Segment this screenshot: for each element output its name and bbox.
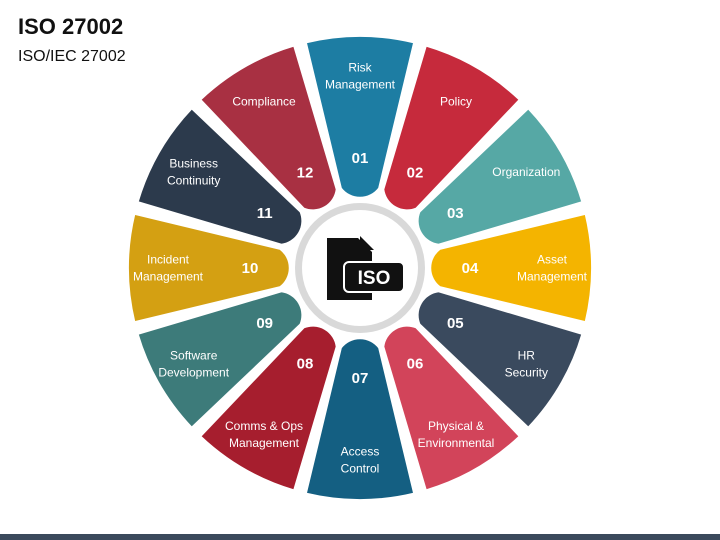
segment-number: 12 <box>297 165 314 182</box>
segment-04: 04 Asset Management <box>429 212 593 324</box>
segment-shape <box>136 290 304 430</box>
segment-02: 02 Policy <box>382 44 522 212</box>
segment-number: 11 <box>257 205 273 222</box>
segment-label-line: Incident <box>147 253 190 267</box>
center-hub: ISO <box>295 203 425 333</box>
segment-number: 03 <box>447 205 464 222</box>
segment-label: Asset Management <box>517 253 588 284</box>
segment-label: Compliance <box>232 95 296 109</box>
segment-shape <box>429 212 593 324</box>
segment-label-line: Development <box>158 366 229 380</box>
segment-label: Organization <box>492 165 560 179</box>
segment-label-line: Environmental <box>418 436 495 450</box>
segment-shape <box>416 106 584 246</box>
iso-document-icon: ISO <box>327 236 405 300</box>
segment-number: 09 <box>256 315 273 332</box>
segment-label-line: Control <box>341 462 380 476</box>
segment-shape <box>382 44 522 212</box>
segment-label: HR Security <box>505 349 548 380</box>
segment-shape <box>304 337 416 501</box>
segment-number: 10 <box>242 260 259 277</box>
segment-number: 07 <box>352 370 369 387</box>
segment-number: 08 <box>297 355 314 372</box>
segment-shape <box>416 290 584 430</box>
segment-number: 01 <box>352 150 369 167</box>
segment-label-line: Continuity <box>167 174 220 188</box>
segment-01: 01 Risk Management <box>304 35 416 199</box>
segment-label-line: Management <box>517 270 588 284</box>
segment-label-line: Management <box>229 436 300 450</box>
segment-label-line: Management <box>133 270 204 284</box>
segment-label-line: Organization <box>492 165 560 179</box>
segment-shape <box>198 324 338 492</box>
segment-shape <box>382 324 522 492</box>
iso-icon-text: ISO <box>358 268 391 289</box>
segment-10: 10 Incident Management <box>127 212 291 324</box>
segment-label-line: Software <box>170 349 218 363</box>
segment-label: Business Continuity <box>167 157 220 188</box>
segment-label-line: HR <box>518 349 536 363</box>
segment-11: 11 Business Continuity <box>136 106 304 246</box>
segment-label-line: Physical & <box>428 419 484 433</box>
segment-label-line: Risk <box>348 61 372 75</box>
segment-label-line: Comms & Ops <box>225 419 303 433</box>
segment-label-line: Management <box>325 78 396 92</box>
segment-number: 04 <box>462 260 479 277</box>
segment-label: Incident Management <box>133 253 204 284</box>
segment-shape <box>198 44 338 212</box>
bottom-bar <box>0 534 720 540</box>
segment-number: 06 <box>407 355 424 372</box>
segment-07: 07 Access Control <box>304 337 416 501</box>
segment-label-line: Asset <box>537 253 568 267</box>
segment-09: 09 Software Development <box>136 290 304 430</box>
segment-05: 05 HR Security <box>416 290 584 430</box>
segment-shape <box>136 106 304 246</box>
segment-08: 08 Comms & Ops Management <box>198 324 338 492</box>
segments-group: 01 Risk Management 02 Policy 03 Organization 04… <box>127 35 593 501</box>
segment-label: Comms & Ops Management <box>225 419 303 450</box>
segment-shape <box>304 35 416 199</box>
segment-label-line: Policy <box>440 95 472 109</box>
segment-label: Access Control <box>341 445 380 476</box>
segment-label-line: Business <box>169 157 218 171</box>
segment-label: Risk Management <box>325 61 396 92</box>
segment-label-line: Compliance <box>232 95 296 109</box>
segment-label: Policy <box>440 95 472 109</box>
segment-12: 12 Compliance <box>198 44 338 212</box>
page-title: ISO 27002 <box>18 14 124 39</box>
segment-number: 02 <box>407 165 424 182</box>
segment-label: Software Development <box>158 349 229 380</box>
segment-label-line: Access <box>341 445 380 459</box>
segment-03: 03 Organization <box>416 106 584 246</box>
segment-shape <box>127 212 291 324</box>
page-subtitle: ISO/IEC 27002 <box>18 48 126 65</box>
segment-label: Physical & Environmental <box>418 419 495 450</box>
segment-number: 05 <box>447 315 464 332</box>
segment-label-line: Security <box>505 366 548 380</box>
segment-06: 06 Physical & Environmental <box>382 324 522 492</box>
